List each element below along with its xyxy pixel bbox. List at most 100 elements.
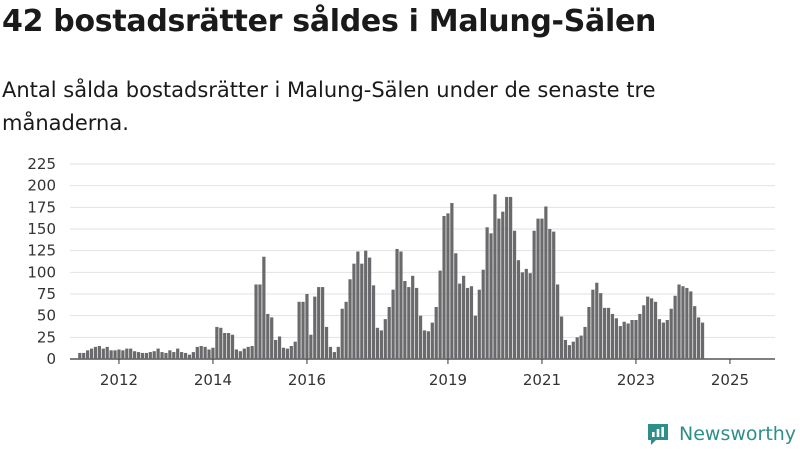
bar: [101, 348, 105, 359]
y-tick-label: 225: [27, 155, 56, 173]
bar: [524, 268, 528, 359]
bar: [105, 346, 109, 359]
bar: [270, 317, 274, 359]
bar: [86, 350, 90, 359]
bar: [532, 230, 536, 359]
y-tick-label: 0: [46, 350, 56, 368]
bar: [109, 350, 113, 359]
bar: [634, 320, 638, 359]
bar: [364, 250, 368, 359]
bar: [630, 320, 634, 359]
y-tick-label: 175: [27, 198, 56, 216]
x-tick-label: 2025: [711, 371, 749, 389]
bar: [195, 346, 199, 359]
bar: [642, 305, 646, 359]
newsworthy-logo-icon: [648, 424, 668, 445]
bar: [368, 257, 372, 359]
bar: [497, 218, 501, 359]
bar: [438, 270, 442, 359]
bar: [274, 339, 278, 359]
bar: [693, 306, 697, 359]
bar: [610, 313, 615, 359]
bar: [571, 341, 575, 359]
bar: [281, 347, 286, 359]
bar: [156, 348, 160, 359]
bar: [379, 330, 383, 359]
bar: [207, 349, 211, 359]
bar: [356, 251, 360, 359]
bar: [422, 330, 427, 359]
bar: [426, 331, 430, 359]
bar: [536, 218, 540, 359]
bar: [301, 301, 305, 359]
bar: [82, 352, 86, 359]
newsworthy-logo[interactable]: Newsworthy: [645, 420, 796, 448]
bar: [540, 218, 544, 359]
y-tick-label: 75: [37, 285, 56, 303]
bar: [434, 307, 438, 359]
bar: [172, 352, 176, 359]
bar: [321, 287, 325, 359]
bar: [469, 286, 474, 359]
bar: [567, 345, 571, 359]
bar: [203, 346, 207, 359]
bar: [544, 206, 548, 359]
bar: [340, 308, 344, 359]
bar: [591, 289, 595, 359]
bar: [669, 308, 673, 359]
bar: [297, 301, 301, 359]
bar: [481, 269, 485, 359]
bar: [121, 350, 125, 359]
x-tick-label: 2023: [617, 371, 655, 389]
x-tick-label: 2019: [429, 371, 467, 389]
bar: [387, 307, 391, 359]
bar: [227, 333, 231, 359]
bar: [575, 337, 579, 359]
bar: [262, 256, 266, 359]
bar: [618, 326, 622, 359]
bar: [176, 348, 180, 359]
bar: [653, 301, 658, 359]
bar: [383, 319, 387, 359]
bar: [254, 284, 258, 359]
bar: [97, 346, 101, 359]
brand-name: Newsworthy: [679, 423, 797, 445]
bar: [242, 348, 246, 359]
bar: [622, 321, 626, 359]
bar: [238, 351, 242, 359]
bar: [638, 313, 642, 359]
bar: [277, 336, 282, 359]
bar: [332, 352, 336, 359]
bar: [140, 352, 145, 359]
bar: [657, 319, 662, 359]
bar: [403, 281, 407, 359]
bar: [477, 289, 481, 359]
bar: [473, 315, 477, 359]
bar: [164, 352, 168, 359]
bar: [89, 348, 94, 359]
bar: [407, 287, 411, 359]
bar: [317, 287, 321, 359]
bar: [689, 291, 693, 359]
bar: [587, 307, 591, 359]
bar: [152, 351, 156, 359]
bar: [223, 333, 227, 359]
bar: [375, 327, 380, 359]
bar: [626, 323, 630, 359]
bar: [685, 287, 689, 359]
y-tick-label: 25: [37, 328, 56, 346]
x-tick-label: 2012: [100, 371, 138, 389]
bar: [180, 352, 184, 359]
data-label: 42: [739, 0, 761, 5]
bar: [579, 335, 583, 359]
bar: [520, 272, 524, 359]
bar: [305, 294, 309, 359]
bar: [509, 196, 513, 359]
bar: [646, 296, 650, 359]
y-tick-label: 100: [27, 263, 56, 281]
bar: [595, 282, 599, 359]
y-tick-label: 125: [27, 242, 56, 260]
bar: [160, 352, 164, 359]
bar: [458, 283, 462, 359]
bar: [313, 296, 317, 359]
